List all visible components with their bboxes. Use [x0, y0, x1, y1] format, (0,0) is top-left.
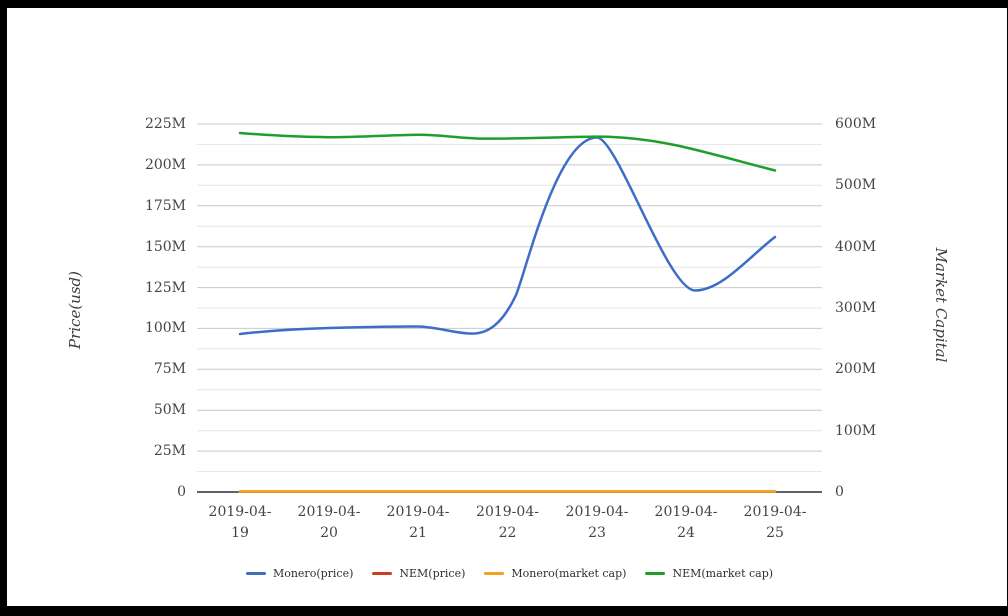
x-tick-line1: 2019-04- — [297, 504, 361, 520]
left-axis-tick: 200M — [144, 157, 186, 173]
left-axis-tick: 225M — [144, 116, 186, 132]
x-tick-line1: 2019-04- — [565, 504, 629, 520]
x-axis-tick: 2019-04- 24 — [640, 502, 732, 544]
legend-swatch-monero-price-icon — [245, 571, 266, 575]
x-tick-line1: 2019-04- — [208, 504, 272, 520]
legend-item-nem-price: NEM(price) — [372, 567, 465, 580]
left-axis-tick: 75M — [153, 361, 186, 377]
legend-swatch-nem-market-cap-icon — [645, 571, 666, 575]
legend-label: NEM(price) — [399, 566, 466, 580]
right-axis-tick: 400M — [835, 239, 877, 255]
x-axis-tick: 2019-04- 23 — [551, 502, 643, 544]
x-tick-line2: 22 — [498, 525, 517, 541]
x-tick-line2: 19 — [231, 525, 249, 541]
legend-item-monero-market-cap: Monero(market cap) — [484, 567, 626, 580]
left-axis-tick: 100M — [144, 320, 186, 336]
x-axis-tick: 2019-04- 20 — [283, 502, 375, 544]
x-tick-line1: 2019-04- — [386, 504, 450, 520]
left-axis-tick: 125M — [144, 280, 186, 296]
left-axis-tick: 50M — [153, 402, 186, 418]
series-line-nem-market-cap — [238, 131, 777, 172]
right-axis-tick: 100M — [835, 423, 877, 439]
right-axis-tick: 200M — [835, 361, 877, 377]
x-tick-line2: 20 — [320, 525, 338, 541]
right-axis-title: Market Capital — [932, 247, 950, 363]
x-tick-line2: 21 — [409, 525, 427, 541]
legend-swatch-nem-price-icon — [372, 571, 393, 575]
legend-label: NEM(market cap) — [672, 566, 774, 580]
major-gridlines — [197, 123, 822, 452]
right-axis-tick: 500M — [835, 177, 877, 193]
right-axis-tick: 300M — [835, 300, 877, 316]
right-axis-tick: 0 — [835, 484, 844, 500]
legend-item-nem-market-cap: NEM(market cap) — [645, 567, 773, 580]
x-tick-line2: 24 — [677, 525, 695, 541]
legend: Monero(price) NEM(price) Monero(market c… — [197, 565, 822, 581]
left-axis-tick: 0 — [177, 484, 186, 500]
x-axis-tick: 2019-04- 25 — [729, 502, 821, 544]
right-axis-tick: 600M — [835, 116, 877, 132]
left-axis-tick: 175M — [144, 198, 186, 214]
x-tick-line1: 2019-04- — [476, 504, 539, 520]
left-axis-tick: 25M — [153, 443, 186, 459]
series-line-monero-price — [238, 136, 777, 336]
x-tick-line2: 25 — [766, 525, 784, 541]
x-axis-tick: 2019-04- 19 — [194, 502, 286, 544]
legend-label: Monero(market cap) — [511, 566, 627, 580]
legend-item-monero-price: Monero(price) — [245, 566, 354, 580]
left-axis-tick: 150M — [144, 239, 186, 255]
x-axis-tick: 2019-04- 21 — [372, 502, 464, 544]
x-tick-line2: 23 — [588, 525, 606, 541]
x-tick-line1: 2019-04- — [743, 504, 807, 520]
x-axis-tick: 2019-04- 22 — [462, 502, 554, 544]
x-tick-line1: 2019-04- — [654, 504, 718, 520]
left-axis-title: Price(usd) — [66, 270, 84, 350]
legend-swatch-monero-market-cap-icon — [484, 571, 505, 575]
legend-label: Monero(price) — [272, 566, 354, 580]
